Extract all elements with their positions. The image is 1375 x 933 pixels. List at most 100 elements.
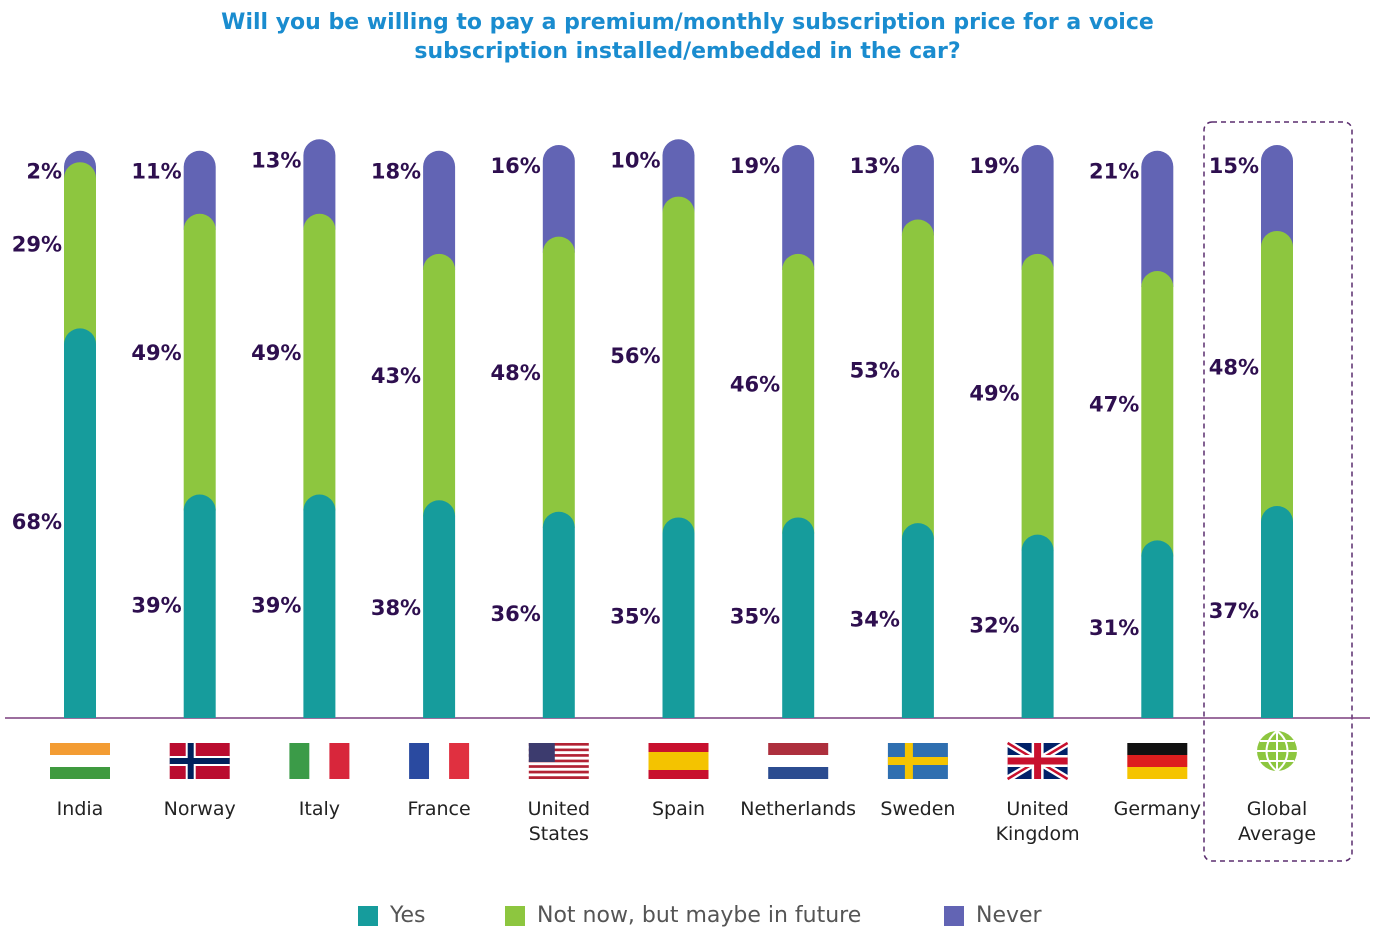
value-label: 39%: [251, 593, 301, 617]
flag-part: [528, 776, 589, 779]
x-tick-label: United Kingdom: [995, 798, 1080, 845]
legend-swatch: [358, 905, 378, 926]
flag-part: [409, 743, 430, 779]
x-tick-label: Norway: [163, 798, 236, 820]
value-label: 18%: [371, 160, 421, 184]
bar-segment: [662, 517, 695, 718]
bar-segment: [64, 162, 96, 345]
value-label: 35%: [730, 605, 780, 629]
flag-part: [528, 773, 589, 777]
value-label: 19%: [969, 154, 1019, 178]
x-tick-label: United States: [527, 798, 591, 845]
value-label: 13%: [251, 148, 301, 172]
flag-part: [887, 757, 948, 765]
flag-part: [528, 765, 589, 768]
flag-part: [50, 755, 110, 767]
bar-segment: [303, 139, 336, 230]
bar-segment: [901, 219, 934, 540]
x-tick-label: Sweden: [880, 798, 956, 820]
bar-segment: [423, 500, 456, 718]
flag-part: [429, 743, 450, 779]
highlight-box: [1203, 121, 1353, 862]
flag-part: [528, 770, 589, 774]
value-label: 53%: [850, 358, 900, 382]
bar-segment: [901, 523, 934, 718]
flag-part: [1127, 755, 1188, 767]
bar-segment: [1021, 534, 1054, 718]
bar-segment: [183, 494, 216, 718]
bar-segment: [1141, 150, 1174, 288]
value-label: 31%: [1089, 616, 1139, 640]
bar-segment: [303, 213, 336, 511]
flag-part: [528, 762, 589, 766]
value-label: 48%: [1209, 355, 1259, 379]
bar-segment: [423, 150, 456, 270]
bar-segment: [1021, 145, 1054, 270]
bar-segment: [782, 145, 815, 270]
x-tick-label: Italy: [298, 798, 340, 820]
flag-part: [449, 743, 470, 779]
value-label: 13%: [850, 154, 900, 178]
flag-part: [1127, 743, 1188, 755]
globe-lines: [1257, 730, 1297, 772]
flag-part: [169, 758, 230, 764]
legend-label: Not now, but maybe in future: [537, 903, 862, 928]
flag-part: [528, 754, 589, 757]
flag-part: [528, 748, 589, 752]
bar-segment: [1261, 145, 1293, 247]
bar-segment: [183, 150, 216, 230]
bar-segment: [1141, 271, 1174, 557]
flag-part: [528, 743, 555, 762]
bar-segment: [782, 253, 815, 534]
x-tick-label: Netherlands: [740, 798, 857, 820]
flag-part: [289, 743, 310, 779]
value-label: 19%: [730, 154, 780, 178]
value-label: 35%: [610, 605, 660, 629]
x-tick-label: France: [407, 798, 471, 820]
flag-part: [329, 743, 350, 779]
value-label: 2%: [26, 160, 62, 184]
bar-segment: [542, 145, 575, 253]
bar-segment: [782, 517, 815, 718]
x-tick-label: Spain: [651, 798, 706, 820]
x-tick-label: Germany: [1113, 798, 1201, 820]
value-label: 56%: [610, 344, 660, 368]
flag-part: [768, 743, 829, 755]
legend-label: Yes: [390, 903, 426, 928]
bar-segment: [662, 139, 695, 213]
value-label: 36%: [491, 602, 541, 626]
value-label: 68%: [12, 510, 62, 534]
value-label: 37%: [1209, 599, 1259, 623]
flag-part: [648, 770, 709, 779]
value-label: 49%: [131, 341, 181, 365]
x-tick-label: Global Average: [1237, 798, 1317, 845]
flag-part: [1007, 757, 1068, 765]
value-label: 49%: [969, 381, 1019, 405]
value-label: 10%: [610, 148, 660, 172]
value-label: 15%: [1209, 154, 1259, 178]
bar-segment: [1261, 230, 1293, 522]
flag-part: [528, 756, 589, 760]
legend-item: Never: [944, 903, 1042, 928]
legend-item: Not now, but maybe in future: [505, 903, 861, 928]
legend-label: Never: [976, 903, 1042, 928]
bar-segment: [303, 494, 336, 718]
value-label: 32%: [969, 613, 1019, 637]
bar-segment: [901, 145, 934, 236]
flag-part: [528, 743, 589, 746]
flag-part: [50, 767, 110, 779]
value-label: 34%: [850, 608, 900, 632]
x-tick-label: India: [56, 798, 104, 820]
flag-part: [1127, 767, 1188, 779]
bar-segment: [64, 328, 96, 718]
bar-segment: [1141, 540, 1174, 718]
flag-part: [528, 767, 589, 771]
chart-title: Will you be willing to pay a premium/mon…: [221, 10, 1154, 64]
flag-part: [528, 759, 589, 763]
flag-part: [50, 743, 110, 755]
value-label: 47%: [1089, 393, 1139, 417]
bar-segment: [662, 196, 695, 534]
flag-part: [528, 751, 589, 755]
